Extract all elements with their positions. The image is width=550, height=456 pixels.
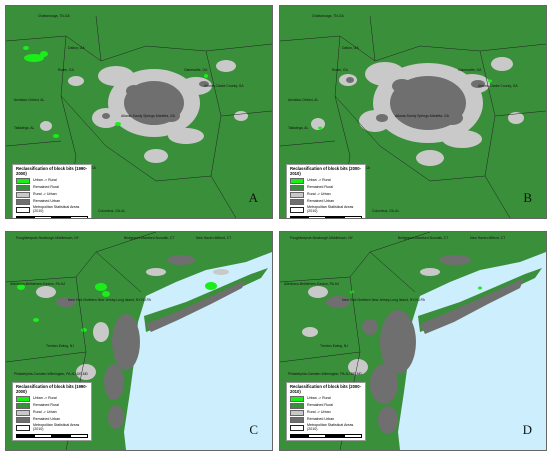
legend-item-rural-to-urban: Rural -> Urban [290,192,362,199]
legend-d: Reclassification of block bits (2000-201… [286,382,366,442]
panel-label: A [248,190,258,205]
legend-item-remained-rural: Remained Rural [16,403,88,410]
legend-item-urban-to-rural: Urban -> Rural [290,396,362,403]
legend-item-remained-rural: Remained Rural [290,403,362,410]
panel-label: D [522,422,532,437]
legend-item-remained-rural: Remained Rural [290,185,362,192]
legend-title: Reclassification of block bits (1990-200… [16,384,87,394]
panel-label: C [249,422,258,437]
legend-b: Reclassification of block bits (2000-201… [286,164,366,218]
legend-item-rural-to-urban: Rural -> Urban [16,192,88,199]
legend-item-remained-rural: Remained Rural [16,185,88,192]
legend-item-msa: Metropolitan Statistical Areas (2010) [16,423,88,432]
legend-item-msa: Metropolitan Statistical Areas (2010) [290,205,362,214]
scale-bar [16,434,88,439]
legend-title: Reclassification of block bits (2000-201… [290,384,361,394]
legend-item-remained-urban: Remained Urban [290,417,362,424]
legend-item-remained-urban: Remained Urban [290,199,362,206]
map-panel-b: Chattanooga, TN-GA Gainesville, GA Rome,… [279,5,547,219]
map-panel-a: Chattanooga, TN-GA Gainesville, GA Rome,… [5,5,273,219]
legend-a: Reclassification of block bits (1990-200… [12,164,92,218]
map-panel-c: Poughkeepsie-Newburgh-Middletown, NY Bri… [5,231,273,451]
legend-c: Reclassification of block bits (1990-200… [12,382,92,442]
legend-item-msa: Metropolitan Statistical Areas (2010) [290,423,362,432]
scale-bar [16,216,88,218]
legend-item-rural-to-urban: Rural -> Urban [290,410,362,417]
scale-bar [290,216,362,218]
legend-item-rural-to-urban: Rural -> Urban [16,410,88,417]
legend-item-msa: Metropolitan Statistical Areas (2010) [16,205,88,214]
legend-item-urban-to-rural: Urban -> Rural [290,178,362,185]
map-panel-d: Poughkeepsie-Newburgh-Middletown, NY Bri… [279,231,547,451]
legend-item-remained-urban: Remained Urban [16,417,88,424]
legend-item-remained-urban: Remained Urban [16,199,88,206]
panel-label: B [523,190,532,205]
legend-title: Reclassification of block bits (1990-200… [16,166,87,176]
scale-bar [290,434,362,439]
legend-title: Reclassification of block bits (2000-201… [290,166,361,176]
new-york-map-2000-2010 [280,232,546,450]
legend-item-urban-to-rural: Urban -> Rural [16,396,88,403]
legend-item-urban-to-rural: Urban -> Rural [16,178,88,185]
